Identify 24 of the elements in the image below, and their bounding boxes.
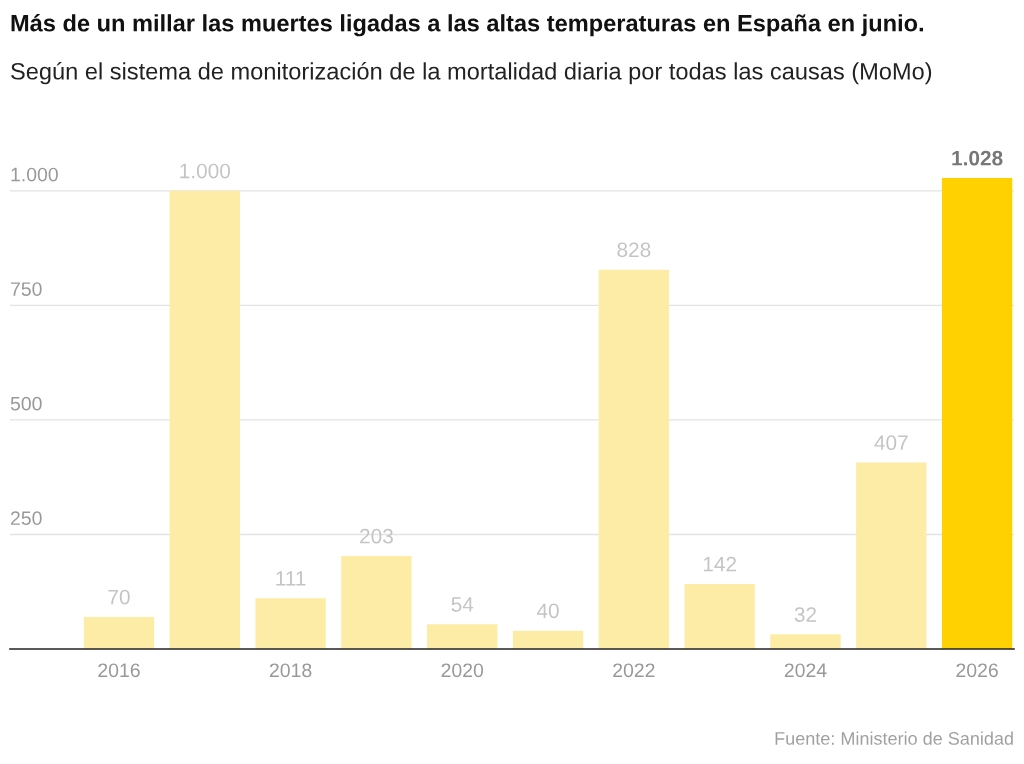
x-tick-label: 2018 [269,663,312,678]
chart-title: Más de un millar las muertes ligadas a las altas temperaturas en España en junio. [11,14,923,37]
x-tick-label: 2020 [441,663,484,678]
source-note: Fuente: Ministerio de Sanidad [775,731,1013,745]
x-tick-label: 2026 [956,663,998,678]
chart-subtitle: Según el sistema de monitorización de la mortalidad diaria por todas las causas (MoMo) [11,62,932,85]
data-label: 828 [617,242,651,258]
x-tick-label: 2022 [613,663,655,678]
data-label: 54 [451,597,474,612]
x-tick-label: 2016 [98,663,140,678]
data-label: 203 [360,528,393,544]
y-tick-label: 500 [10,396,42,411]
data-label: 407 [874,435,908,451]
data-label: 142 [703,556,736,572]
y-tick-label: 250 [10,511,42,526]
data-label: 32 [794,607,817,622]
y-tick-label: 750 [11,282,42,296]
y-tick-label: 1.000 [11,167,58,182]
x-tick-label: 2024 [784,663,827,678]
data-label: 1.000 [180,163,231,179]
data-label: 111 [276,571,306,586]
data-label: 1.028 [952,150,1003,166]
data-label: 70 [108,589,130,605]
data-label: 40 [536,603,559,619]
